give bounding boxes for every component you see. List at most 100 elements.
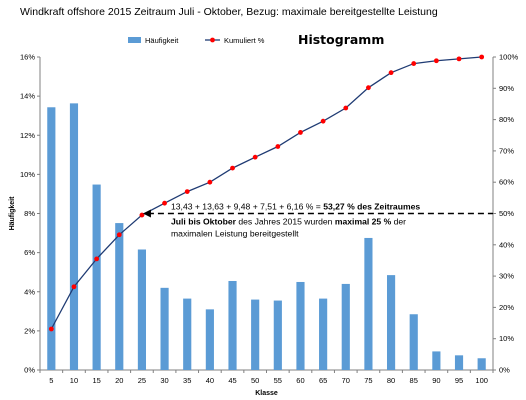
cumulative-point (207, 179, 213, 185)
legend-bar-swatch (128, 37, 141, 43)
y-tick-label: 8% (24, 209, 35, 218)
cumulative-point (433, 58, 439, 64)
x-tick-label: 35 (183, 376, 191, 385)
x-tick-label: 50 (251, 376, 259, 385)
y2-tick-label: 10% (499, 334, 514, 343)
bar (409, 314, 418, 370)
y-tick-label: 12% (20, 131, 35, 140)
bar (341, 283, 350, 370)
annotation-line-1: 13,43 + 13,63 + 9,48 + 7,51 + 6,16 % = 5… (171, 202, 420, 212)
y-tick-label: 16% (20, 53, 35, 62)
bar (296, 281, 305, 370)
y2-tick-label: 30% (499, 272, 514, 281)
y2-tick-label: 90% (499, 84, 514, 93)
annotation-text: des Jahres 2015 wurden (236, 217, 335, 227)
chart-title: Windkraft offshore 2015 Zeitraum Juli - … (20, 6, 438, 18)
cumulative-point (48, 326, 54, 332)
bar (364, 237, 373, 370)
y-axis-label: Häufigkeit (9, 196, 16, 231)
annotation-sum-result: 53,27 % des Zeitraumes (323, 202, 420, 212)
bar (386, 275, 396, 370)
x-tick-label: 65 (319, 376, 327, 385)
cumulative-point (252, 154, 258, 160)
legend-line-marker (210, 37, 215, 43)
x-tick-label: 75 (364, 376, 372, 385)
cumulative-point (320, 118, 326, 124)
annotation: 13,43 + 13,63 + 9,48 + 7,51 + 6,16 % = 5… (142, 202, 493, 239)
x-tick-label: 45 (228, 376, 236, 385)
bar (115, 223, 124, 370)
annotation-max: maximal 25 % (335, 217, 392, 227)
x-tick-label: 80 (387, 376, 395, 385)
cumulative-point (71, 284, 77, 290)
x-tick-label: 20 (115, 376, 123, 385)
bar (477, 358, 486, 370)
x-tick-label: 70 (342, 376, 350, 385)
cumulative-point (275, 144, 281, 149)
x-tick-label: 90 (432, 376, 440, 385)
bar (92, 184, 101, 370)
y2-tick-label: 20% (499, 303, 514, 312)
bar (47, 107, 56, 370)
x-tick-label: 25 (138, 376, 146, 385)
bar (251, 299, 260, 370)
annotation-sum-text: 13,43 + 13,63 + 9,48 + 7,51 + 6,16 % = (171, 202, 323, 212)
cumulative-point (343, 105, 349, 111)
bar (160, 287, 169, 370)
y-tick-label: 0% (24, 366, 35, 375)
annotation-period: Juli bis Oktober (171, 217, 237, 227)
reference-arrow (142, 209, 151, 218)
cumulative-point (94, 256, 100, 262)
cumulative-point (479, 54, 485, 60)
cumulative-point (139, 212, 145, 218)
x-tick-label: 5 (49, 376, 53, 385)
cumulative-point (298, 130, 303, 135)
y2-tick-label: 100% (499, 53, 519, 62)
cumulative-point (230, 165, 235, 171)
cumulative-line (50, 56, 482, 330)
plot-area: 0% 2% 4% 6% 8% 10% 12% 14% 16% 0% 10% 20% 30% 40% 50% 6… (9, 53, 519, 398)
y2-tick-label: 80% (499, 115, 514, 124)
annotation-line-3: maximalen Leistung bereitgestellt (171, 229, 299, 239)
x-tick-label: 10 (70, 376, 78, 385)
cumulative-point (411, 61, 417, 66)
y-tick-label: 14% (20, 92, 35, 101)
cumulative-point (184, 189, 190, 194)
cumulative-point (116, 232, 122, 238)
x-tick-label: 15 (92, 376, 100, 385)
x-tick-label: 40 (206, 376, 214, 385)
legend-line-label: Kumuliert % (224, 36, 265, 45)
bar (228, 280, 237, 370)
annotation-text-end: der (391, 217, 406, 227)
y2-tick-label: 60% (499, 178, 514, 187)
cumulative-point (456, 56, 462, 62)
y-tick-label: 6% (24, 248, 35, 257)
bar (273, 300, 282, 370)
x-tick-label: 30 (160, 376, 168, 385)
y2-tick-label: 70% (499, 146, 514, 155)
bar (137, 249, 147, 370)
cumulative-point (366, 85, 371, 91)
x-tick-label: 60 (296, 376, 304, 385)
y2-tick-label: 50% (499, 209, 514, 218)
legend-bar-label: Häufigkeit (145, 36, 179, 45)
x-tick-label: 85 (410, 376, 418, 385)
y2-tick-label: 0% (499, 366, 510, 375)
annotation-line-2: Juli bis Oktober des Jahres 2015 wurden … (171, 217, 406, 227)
bar (432, 351, 441, 370)
x-axis-label: Klasse (255, 390, 278, 397)
y2-tick-label: 40% (499, 240, 514, 249)
bar (319, 298, 328, 370)
chart-subtitle: Histogramm (298, 32, 384, 47)
y-tick-label: 2% (24, 326, 35, 335)
x-tick-label: 95 (455, 376, 463, 385)
bar (454, 355, 464, 370)
cumulative-point (388, 70, 394, 76)
bar (183, 298, 192, 370)
x-tick-label: 100 (475, 376, 488, 385)
y-tick-label: 10% (20, 170, 35, 179)
y-tick-label: 4% (24, 287, 35, 296)
legend: Häufigkeit Kumuliert % (128, 36, 265, 45)
